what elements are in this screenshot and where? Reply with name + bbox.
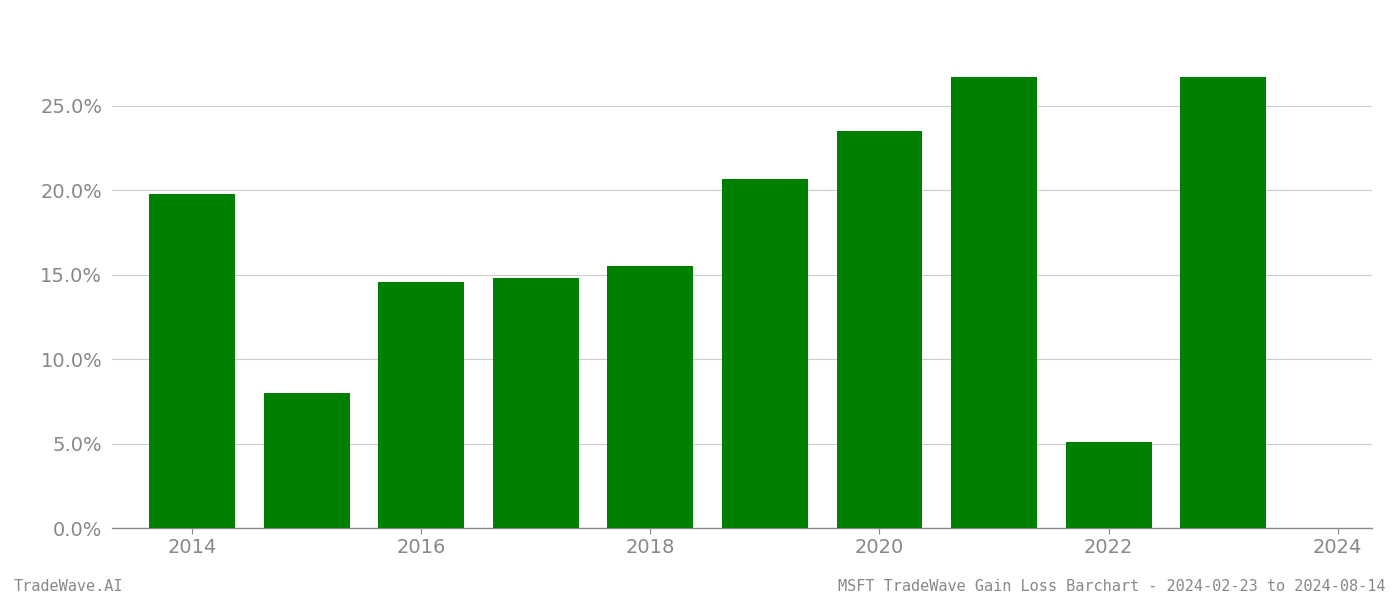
- Bar: [263, 393, 350, 528]
- Bar: [837, 131, 923, 528]
- Bar: [1180, 77, 1266, 528]
- Bar: [493, 278, 578, 528]
- Bar: [608, 266, 693, 528]
- Bar: [722, 179, 808, 528]
- Text: MSFT TradeWave Gain Loss Barchart - 2024-02-23 to 2024-08-14: MSFT TradeWave Gain Loss Barchart - 2024…: [839, 579, 1386, 594]
- Bar: [951, 77, 1037, 528]
- Bar: [378, 281, 465, 528]
- Bar: [1065, 442, 1152, 528]
- Bar: [150, 194, 235, 528]
- Text: TradeWave.AI: TradeWave.AI: [14, 579, 123, 594]
